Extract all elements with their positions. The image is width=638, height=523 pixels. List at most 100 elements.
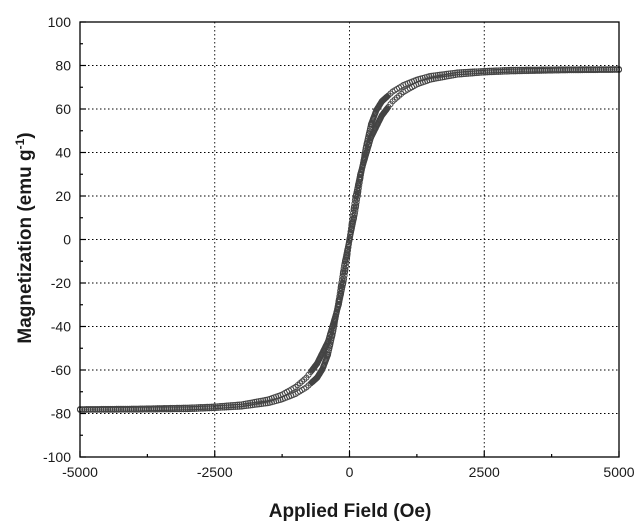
data-point: [531, 66, 538, 73]
data-point: [518, 66, 526, 73]
data-point: [193, 404, 200, 411]
data-point: [143, 405, 150, 412]
data-point: [471, 68, 478, 75]
data-point: [572, 66, 579, 73]
data-point: [428, 72, 435, 79]
data-point: [199, 403, 206, 411]
data-point: [353, 199, 360, 206]
data-point: [227, 402, 234, 409]
data-point: [458, 69, 465, 76]
data-point: [92, 405, 99, 413]
data-point: [568, 66, 575, 73]
x-axis-title: Applied Field (Oe): [269, 501, 432, 522]
data-point: [527, 66, 534, 73]
data-point: [176, 404, 183, 411]
data-point: [546, 66, 554, 73]
data-point: [495, 67, 502, 74]
y-tick-label: -80: [51, 406, 71, 422]
x-tick-label: -2500: [197, 464, 233, 480]
data-point: [197, 404, 204, 411]
data-point: [165, 404, 172, 412]
data-point: [456, 69, 463, 76]
data-point: [191, 404, 198, 411]
data-point: [221, 402, 228, 409]
y-tick-label: -100: [43, 449, 71, 465]
data-point: [566, 66, 573, 73]
data-point: [156, 405, 163, 412]
data-point: [345, 241, 352, 248]
data-point: [258, 397, 265, 404]
data-point: [503, 66, 510, 74]
data-point: [184, 404, 191, 411]
data-point: [219, 402, 226, 409]
data-point: [553, 66, 560, 73]
data-point: [384, 93, 391, 100]
data-point: [104, 405, 112, 412]
data-point: [570, 66, 577, 73]
data-point: [87, 406, 94, 413]
data-point: [585, 66, 592, 73]
data-point: [124, 405, 131, 412]
data-point: [510, 66, 517, 73]
grid-lines: [80, 22, 619, 457]
data-point: [473, 68, 480, 75]
y-tick-label: -20: [51, 275, 71, 291]
data-point: [186, 404, 194, 411]
data-point: [342, 266, 349, 273]
data-point: [154, 405, 161, 412]
data-point: [523, 66, 530, 73]
data-point: [251, 398, 258, 406]
data-point: [208, 403, 215, 410]
series-ascending: [76, 66, 623, 413]
data-point: [384, 105, 391, 112]
data-point: [462, 68, 469, 76]
data-point: [139, 405, 146, 412]
data-point: [117, 405, 125, 412]
data-points: [76, 66, 623, 413]
data-point: [344, 250, 351, 257]
data-point: [354, 193, 361, 200]
data-point: [482, 67, 489, 74]
y-tick-label: -60: [51, 362, 71, 378]
data-point: [475, 68, 482, 75]
data-point: [210, 403, 217, 410]
y-axis-title: Magnetization (emu g-1): [13, 132, 36, 343]
data-point: [238, 401, 245, 408]
data-point: [559, 66, 566, 73]
data-point: [113, 405, 120, 412]
data-point: [465, 68, 472, 75]
data-point: [512, 66, 519, 73]
data-point: [212, 403, 219, 410]
data-point: [355, 185, 362, 192]
data-point: [111, 405, 118, 412]
y-axis-title-main: Magnetization (emu g: [15, 149, 36, 343]
data-point: [158, 405, 165, 412]
data-point: [434, 71, 441, 79]
data-point: [529, 66, 536, 73]
data-point: [173, 404, 181, 411]
data-point: [454, 69, 461, 76]
y-tick-label: -40: [51, 319, 71, 335]
data-point: [107, 405, 114, 412]
data-point: [505, 66, 513, 73]
data-point: [234, 401, 241, 408]
data-point: [469, 68, 476, 75]
data-point: [477, 68, 485, 75]
data-point: [109, 405, 116, 412]
data-point: [214, 403, 222, 410]
data-point: [150, 405, 157, 412]
data-point: [83, 406, 90, 413]
data-point: [607, 66, 614, 73]
data-point: [133, 405, 140, 412]
data-point: [169, 404, 176, 411]
data-point: [126, 405, 133, 412]
data-point: [549, 66, 556, 73]
data-point: [180, 404, 187, 411]
data-point: [562, 66, 569, 73]
data-point: [534, 66, 541, 73]
x-tick-label: 5000: [603, 464, 634, 480]
data-point: [230, 402, 237, 409]
data-point: [594, 66, 601, 73]
data-point: [579, 66, 586, 73]
